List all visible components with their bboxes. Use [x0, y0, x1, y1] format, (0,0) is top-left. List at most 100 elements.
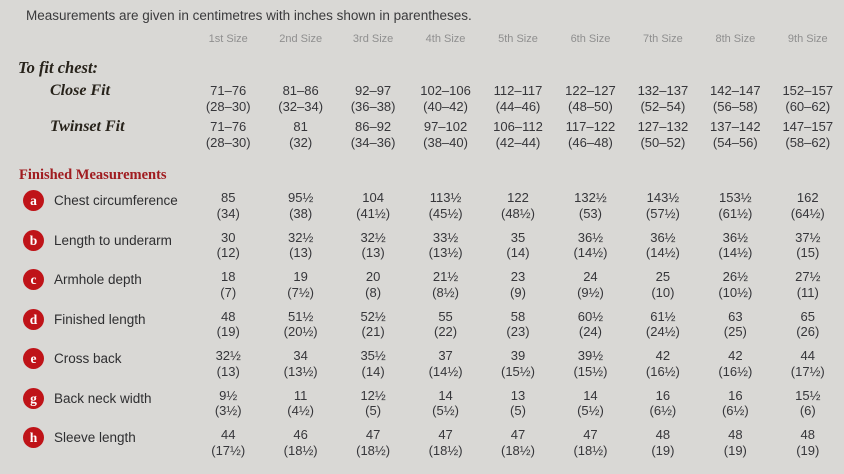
- inches-value: (18½): [501, 442, 535, 458]
- cm-value: 37½: [795, 229, 821, 245]
- value-cell: 147–157 (58–62): [772, 119, 844, 150]
- inches-value: (15): [796, 245, 820, 260]
- inches-value: (17½): [211, 442, 246, 458]
- value-cell: 104 (41½): [337, 190, 409, 221]
- measurement-label: Armhole depth: [54, 272, 142, 287]
- cm-value: 26½: [722, 269, 748, 284]
- value-cell: 18 (7): [192, 269, 264, 300]
- cm-value: 20: [365, 269, 381, 284]
- value-cell: 37½ (15): [772, 230, 844, 261]
- letter-badge-b: b: [23, 229, 44, 251]
- value-cell: 16 (6½): [699, 388, 771, 419]
- value-cell: 63 (25): [699, 309, 771, 340]
- cm-value: 65: [800, 308, 815, 324]
- inches-value: (18½): [356, 442, 391, 458]
- letter-badge-d: d: [23, 308, 44, 330]
- inches-value: (14½): [718, 245, 753, 260]
- inches-value: (13): [361, 245, 385, 260]
- cm-value: 21½: [432, 269, 459, 284]
- value-cell: 81–86 (32–34): [264, 83, 336, 114]
- inches-value: (20½): [283, 324, 318, 339]
- inches-value: (36–38): [350, 98, 396, 114]
- cm-value: 9½: [219, 387, 238, 403]
- cm-value: 122: [507, 190, 529, 205]
- value-cell: 162 (64½): [772, 190, 844, 221]
- cm-value: 55: [438, 308, 453, 324]
- cm-value: 122–127: [565, 83, 616, 98]
- inches-value: (57½): [645, 205, 680, 221]
- cm-value: 23: [510, 269, 526, 284]
- inches-value: (26): [796, 324, 820, 339]
- value-cell: 34 (13½): [264, 348, 336, 379]
- inches-value: (21): [361, 324, 385, 339]
- cm-value: 47: [365, 427, 381, 442]
- letter-badge-c: c: [23, 269, 44, 290]
- cm-value: 32½: [288, 229, 314, 245]
- cm-value: 106–112: [493, 119, 543, 134]
- cm-value: 39½: [577, 348, 604, 363]
- cm-value: 117–122: [565, 119, 616, 134]
- inches-value: (52–54): [640, 98, 686, 114]
- inches-value: (19): [651, 442, 675, 458]
- inches-value: (56–58): [712, 98, 758, 114]
- inches-value: (44–46): [495, 98, 541, 114]
- cm-value: 36½: [577, 229, 604, 245]
- value-cell: 86–92 (34–36): [337, 119, 409, 150]
- value-cell: 122 (48½): [482, 190, 554, 221]
- inches-value: (24): [578, 324, 602, 339]
- value-cell: 42 (16½): [699, 348, 771, 379]
- inches-value: (38): [289, 205, 313, 221]
- fit-rows-group: Close Fit 71–76 (28–30) 81–86 (32–34) 92–97 (3…: [0, 83, 844, 150]
- value-cell: 13 (5): [482, 388, 554, 419]
- value-cell: 97–102 (38–40): [409, 119, 481, 150]
- cm-value: 42: [728, 348, 743, 363]
- cm-value: 153½: [719, 190, 752, 205]
- cm-value: 132½: [574, 190, 607, 205]
- cm-value: 19: [293, 269, 308, 284]
- cm-value: 27½: [795, 269, 821, 284]
- value-cell: 14 (5½): [409, 388, 481, 419]
- value-cell: 44 (17½): [192, 427, 264, 458]
- value-cell: 36½ (14½): [699, 230, 771, 261]
- inches-value: (18½): [428, 442, 463, 458]
- cm-value: 95½: [288, 190, 314, 205]
- cm-value: 112–117: [493, 83, 543, 98]
- measurement-row: h Sleeve length 44 (17½) 46 (18½) 47 (18½) 47 (18…: [0, 427, 844, 458]
- cm-value: 44: [220, 427, 236, 442]
- cm-value: 39: [510, 348, 526, 363]
- inches-value: (6½): [649, 403, 677, 418]
- inches-value: (28–30): [205, 134, 251, 150]
- fit-row-label: Close Fit: [50, 82, 111, 99]
- cm-value: 162: [796, 190, 819, 205]
- inches-value: (48½): [501, 205, 535, 221]
- value-cell: 106–112 (42–44): [482, 119, 554, 150]
- inches-value: (38–40): [423, 134, 468, 150]
- cm-value: 52½: [360, 308, 386, 324]
- cm-value: 48: [728, 427, 743, 442]
- inches-value: (5½): [577, 403, 604, 418]
- cm-value: 32½: [215, 348, 241, 363]
- cm-value: 61½: [650, 308, 676, 324]
- value-cell: 33½ (13½): [409, 230, 481, 261]
- cm-value: 142–147: [710, 83, 761, 98]
- inches-value: (13½): [428, 245, 463, 260]
- cm-value: 58: [510, 308, 526, 324]
- value-cell: 61½ (24½): [627, 309, 699, 340]
- cm-value: 63: [728, 308, 743, 324]
- measurement-rows-group: a Chest circumference 85 (34) 95½ (38) 104 (41½…: [0, 190, 844, 458]
- value-cell: 27½ (11): [772, 269, 844, 300]
- cm-value: 47: [438, 427, 453, 442]
- cm-value: 15½: [795, 387, 821, 403]
- cm-value: 86–92: [355, 119, 392, 134]
- inches-value: (13½): [283, 363, 318, 379]
- cm-value: 30: [220, 229, 236, 245]
- value-cell: 47 (18½): [554, 427, 626, 458]
- value-cell: 102–106 (40–42): [409, 83, 481, 114]
- inches-value: (19): [796, 442, 820, 458]
- cm-value: 46: [293, 427, 308, 442]
- cm-value: 14: [438, 387, 453, 403]
- inches-value: (9): [510, 284, 526, 300]
- cm-value: 13: [510, 387, 526, 403]
- inches-value: (5): [365, 403, 382, 418]
- value-cell: 14 (5½): [554, 388, 626, 419]
